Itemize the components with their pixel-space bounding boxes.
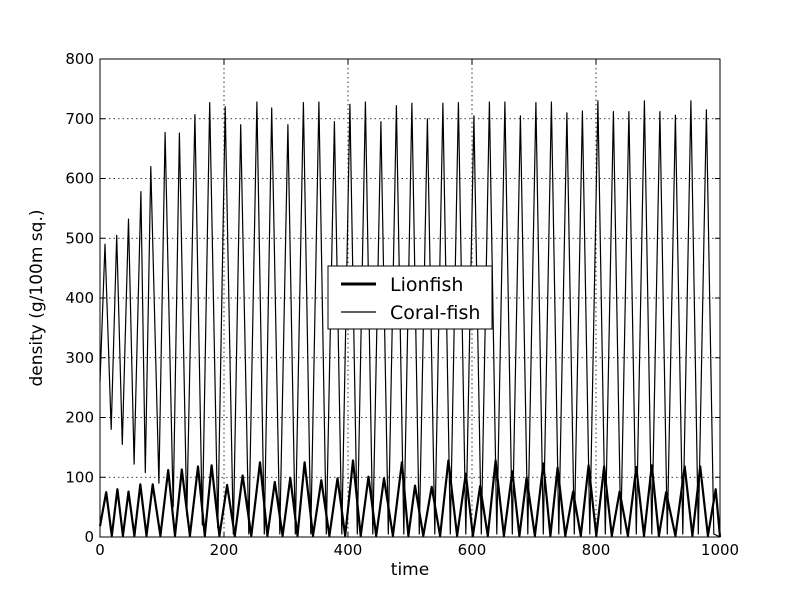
x-tick-label: 200 [210, 541, 239, 559]
y-tick-label: 700 [65, 110, 94, 128]
x-tick-label: 400 [334, 541, 363, 559]
y-tick-label: 200 [65, 409, 94, 427]
y-tick-label: 800 [65, 50, 94, 68]
series-line-lionfish [98, 459, 722, 538]
legend: Lionfish Coral-fish [327, 265, 493, 330]
legend-box [327, 265, 493, 330]
y-axis-label: density (g/100m sq.) [27, 210, 47, 387]
y-tick-label: 100 [65, 468, 94, 486]
legend-label-coral-fish: Coral-fish [390, 302, 480, 324]
x-axis-label: time [391, 560, 429, 580]
y-tick-label: 600 [65, 170, 94, 188]
y-tick-label: 0 [84, 528, 94, 546]
x-tick-label: 600 [458, 541, 487, 559]
x-tick-label: 1000 [701, 541, 739, 559]
x-tick-label: 800 [582, 541, 611, 559]
x-tick-label: 0 [95, 541, 105, 559]
y-tick-label: 400 [65, 289, 94, 307]
y-tick-label: 500 [65, 229, 94, 247]
y-tick-label: 300 [65, 349, 94, 367]
ticks: 0 200 400 600 800 1000 0 100 200 300 400 500 600 700 8… [65, 50, 739, 559]
legend-label-lionfish: Lionfish [390, 274, 463, 296]
